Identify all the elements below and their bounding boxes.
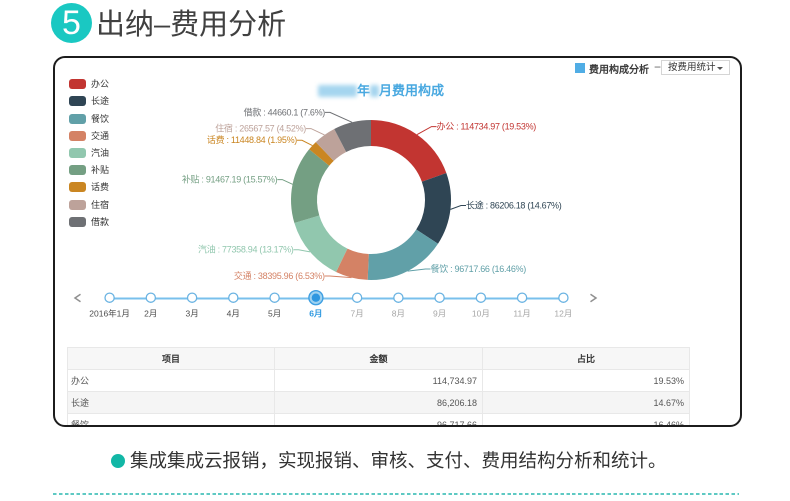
svg-text:10月: 10月	[472, 309, 490, 319]
svg-text:4月: 4月	[227, 309, 240, 319]
svg-text:5月: 5月	[268, 309, 281, 319]
svg-text:2月: 2月	[144, 309, 157, 319]
svg-text:2016年1月: 2016年1月	[89, 309, 130, 319]
svg-text:9月: 9月	[433, 309, 446, 319]
svg-text:长途 : 86206.18 (14.67%): 长途 : 86206.18 (14.67%)	[466, 199, 562, 210]
svg-text:话费 : 11448.84 (1.95%): 话费 : 11448.84 (1.95%)	[207, 134, 297, 145]
svg-text:3月: 3月	[185, 309, 198, 319]
svg-text:补贴 : 91467.19 (15.57%): 补贴 : 91467.19 (15.57%)	[182, 174, 278, 185]
svg-text:餐饮 : 96717.66 (16.46%): 餐饮 : 96717.66 (16.46%)	[431, 263, 527, 274]
svg-text:交通 : 38395.96 (6.53%): 交通 : 38395.96 (6.53%)	[234, 270, 325, 281]
svg-text:8月: 8月	[392, 309, 405, 319]
svg-text:6月: 6月	[309, 309, 322, 319]
svg-text:7月: 7月	[350, 309, 363, 319]
svg-text:12月: 12月	[554, 309, 572, 319]
svg-text:办公 : 114734.97 (19.53%): 办公 : 114734.97 (19.53%)	[437, 121, 537, 132]
svg-text:借款 : 44660.1 (7.6%): 借款 : 44660.1 (7.6%)	[244, 106, 326, 117]
svg-text:住宿 : 26567.57 (4.52%): 住宿 : 26567.57 (4.52%)	[215, 123, 306, 134]
svg-text:11月: 11月	[513, 309, 530, 319]
svg-text:汽油 : 77358.94 (13.17%): 汽油 : 77358.94 (13.17%)	[198, 244, 294, 255]
